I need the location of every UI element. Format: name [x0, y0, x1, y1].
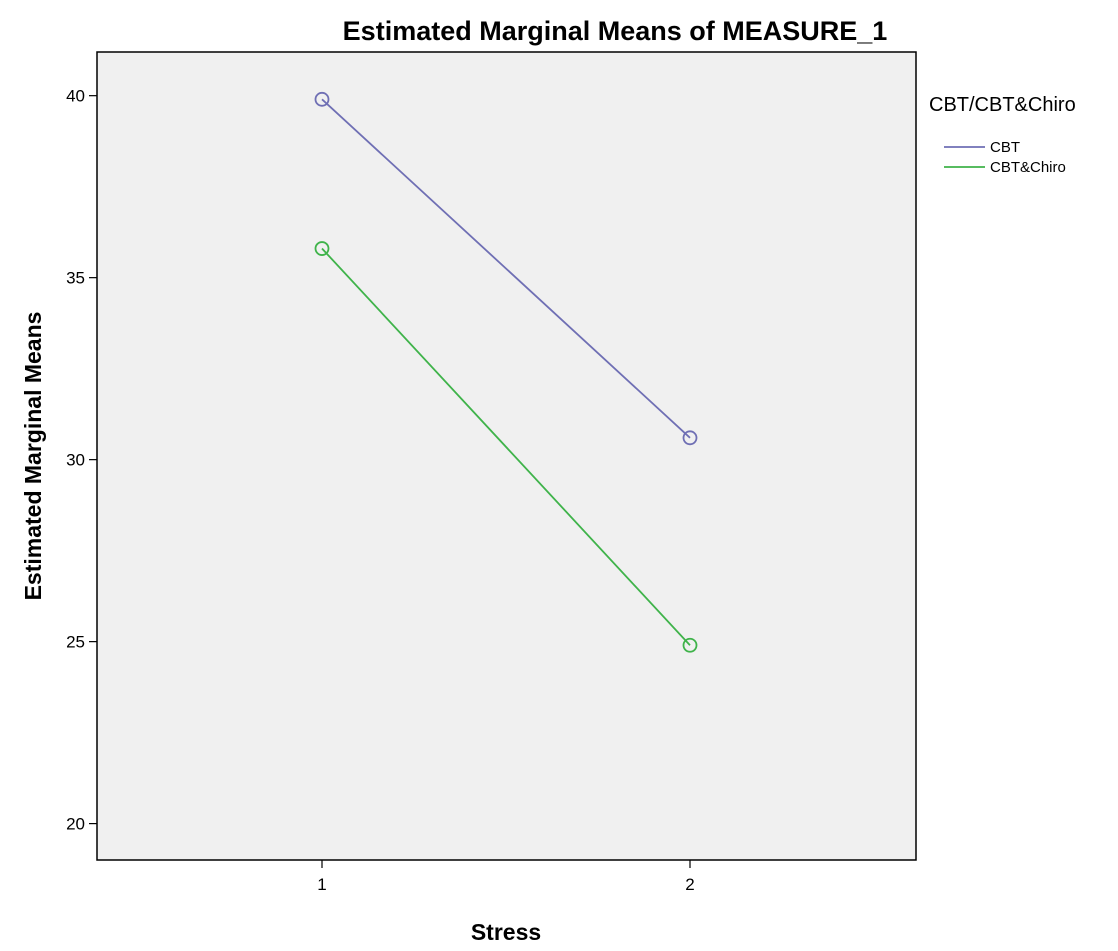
legend-label: CBT	[990, 139, 1020, 156]
x-tick-label: 1	[317, 875, 326, 894]
y-tick-label: 40	[66, 87, 85, 106]
series-layer	[314, 91, 698, 653]
y-tick-label: 35	[66, 269, 85, 288]
data-point	[682, 637, 698, 653]
series-line-cbt-chiro	[321, 247, 691, 646]
y-tick-label: 20	[66, 815, 85, 834]
y-tick-label: 30	[66, 451, 85, 470]
y-axis-label: Estimated Marginal Means	[20, 312, 46, 601]
data-point	[314, 91, 330, 107]
plot-area	[96, 51, 917, 861]
x-axis-label: Stress	[471, 919, 541, 945]
x-tick-label: 2	[685, 875, 694, 894]
legend: CBT/CBT&Chiro CBT CBT&Chiro	[929, 94, 1076, 176]
chart-title: Estimated Marginal Means of MEASURE_1	[343, 16, 888, 46]
y-tick-label: 25	[66, 633, 85, 652]
legend-title: CBT/CBT&Chiro	[929, 94, 1076, 116]
y-axis: 20 25 30 35 40	[66, 87, 97, 834]
data-point	[682, 430, 698, 446]
legend-items: CBT CBT&Chiro	[944, 139, 1066, 176]
legend-label: CBT&Chiro	[990, 159, 1066, 176]
series-line-cbt	[321, 98, 691, 439]
data-point	[314, 241, 330, 256]
